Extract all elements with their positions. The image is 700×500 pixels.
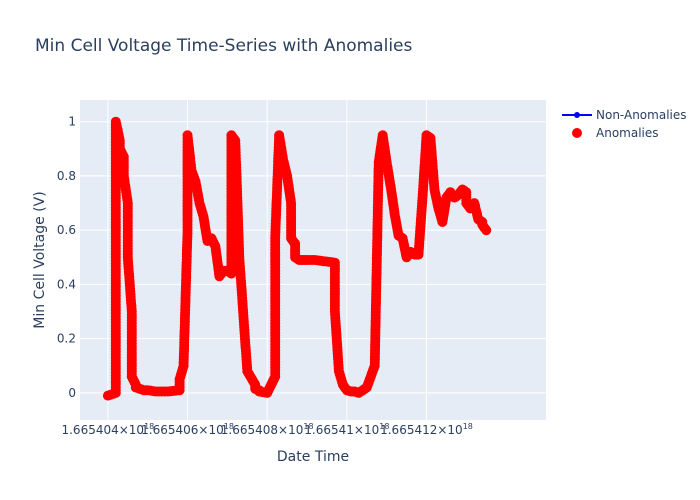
anomaly-point xyxy=(481,225,492,236)
x-axis-ticks: 1.665404×10181.665406×10181.665408×10181… xyxy=(61,422,472,437)
data-points xyxy=(102,116,492,401)
x-tick-label: 1.665404×1018 xyxy=(61,422,154,437)
legend-item-anomalies[interactable]: Anomalies xyxy=(572,126,659,140)
x-axis-title: Date Time xyxy=(277,449,349,465)
y-axis-ticks: 0 0.2 0.4 0.6 0.8 1 xyxy=(57,115,76,400)
plot-area[interactable] xyxy=(80,100,546,420)
legend-marker-icon xyxy=(574,112,580,118)
y-tick-label: 0.6 xyxy=(57,223,76,237)
legend[interactable]: Non-Anomalies Anomalies xyxy=(562,108,687,140)
x-tick-label: 1.665408×1018 xyxy=(221,422,314,437)
legend-label-non-anomalies: Non-Anomalies xyxy=(596,108,687,122)
x-tick-label: 1.66541×1018 xyxy=(304,422,389,437)
y-tick-label: 0.4 xyxy=(57,277,76,291)
chart-title: Min Cell Voltage Time-Series with Anomal… xyxy=(35,36,412,56)
y-tick-label: 0 xyxy=(68,386,76,400)
legend-label-anomalies: Anomalies xyxy=(596,126,659,140)
y-axis-title: Min Cell Voltage (V) xyxy=(32,191,48,328)
y-tick-label: 0.8 xyxy=(57,169,76,183)
y-tick-label: 0.2 xyxy=(57,332,76,346)
legend-item-non-anomalies[interactable]: Non-Anomalies xyxy=(562,108,687,122)
y-tick-label: 1 xyxy=(68,115,76,129)
x-tick-label: 1.665412×1018 xyxy=(380,422,473,437)
legend-marker-icon xyxy=(572,128,582,138)
x-tick-label: 1.665406×1018 xyxy=(141,422,234,437)
